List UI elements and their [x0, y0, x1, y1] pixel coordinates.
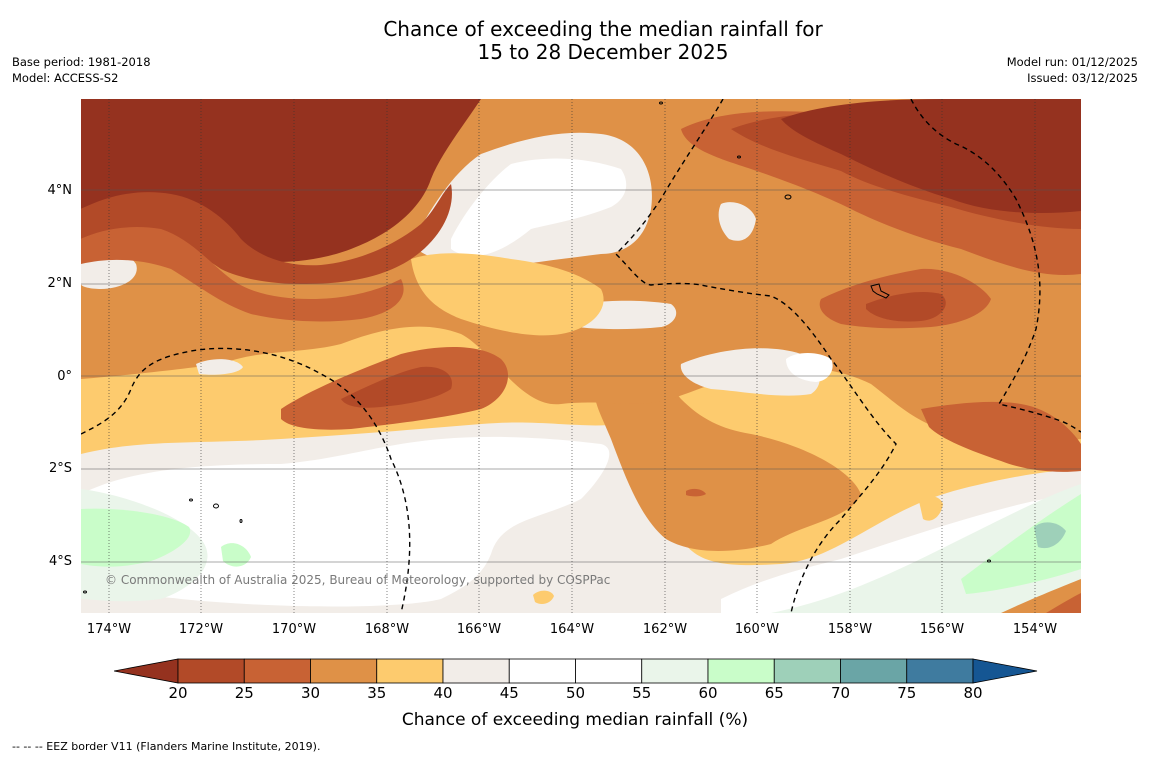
legend-swatch [243, 658, 311, 684]
island-marker [189, 498, 193, 502]
legend-swatch [906, 658, 974, 684]
legend-title: Chance of exceeding median rainfall (%) [401, 710, 749, 730]
region-dry-west-band [81, 227, 404, 322]
island-marker [213, 503, 219, 509]
legend-swatch [442, 658, 510, 684]
lat-label: 0° [57, 369, 72, 384]
legend-swatch [575, 658, 643, 684]
lon-label: 156°W [919, 622, 965, 637]
island-marker [659, 101, 663, 105]
island-marker [784, 194, 792, 200]
eez-border-kiribati-gilbert [81, 347, 411, 613]
info-left: Base period: 1981-2018 Model: ACCESS-S2 [12, 55, 151, 86]
region-white-equator-east [786, 353, 833, 382]
legend-tick-label: 55 [632, 684, 652, 702]
island-marker [239, 519, 243, 523]
lon-label: 154°W [1012, 622, 1058, 637]
region-green-east [961, 494, 1081, 594]
lon-label: 162°W [642, 622, 688, 637]
region-white-south [81, 436, 610, 607]
region-very-dry-southeast-corner [1046, 593, 1081, 613]
lat-label: 2°S [48, 461, 72, 476]
legend-swatch [376, 658, 444, 684]
islands [83, 101, 991, 594]
lon-label: 174°W [86, 622, 132, 637]
island-marker [987, 559, 991, 563]
legend-arrow-low [113, 658, 179, 684]
rainfall-map [81, 99, 1081, 613]
legend-tick-label: 75 [897, 684, 917, 702]
legend-swatch [840, 658, 908, 684]
lon-label: 164°W [549, 622, 595, 637]
lon-label: 160°W [734, 622, 780, 637]
legend-arrow-high [972, 658, 1038, 684]
legend-tick-label: 50 [565, 684, 586, 702]
region-green-west-small [221, 543, 251, 567]
legend-tick-label: 65 [764, 684, 784, 702]
legend-colorbar [113, 658, 1038, 690]
lat-label: 4°S [48, 554, 72, 569]
region-near-normal-west-equator [196, 359, 243, 375]
base-period-text: Base period: 1981-2018 [12, 55, 151, 69]
region-dry-east-equator [921, 401, 1081, 472]
lon-label: 168°W [364, 622, 410, 637]
lat-label: 4°N [47, 183, 73, 198]
legend-tick-label: 45 [499, 684, 519, 702]
eez-border-kiribati-line-east [910, 99, 1081, 433]
legend-colorbar-svg [113, 658, 1038, 684]
legend-tick-label: 60 [698, 684, 718, 702]
region-near-normal-equator-east [680, 348, 820, 396]
region-very-dry-north-west [81, 184, 452, 284]
region-very-dry-equator-central [341, 366, 452, 408]
eez-borders [81, 99, 1081, 613]
lon-label: 158°W [827, 622, 873, 637]
legend-tick-label: 20 [168, 684, 188, 702]
title-line-1: Chance of exceeding the median rainfall … [383, 17, 823, 41]
legend-swatch [508, 658, 576, 684]
legend-tick-label: 70 [830, 684, 851, 702]
info-right: Model run: 01/12/2025 Issued: 03/12/2025 [1007, 55, 1138, 86]
lon-label: 172°W [178, 622, 224, 637]
island-marker [83, 590, 87, 594]
eez-footnote: -- -- -- EEZ border V11 (Flanders Marine… [12, 740, 321, 753]
legend-swatch [707, 658, 775, 684]
island-kiritimati [870, 283, 890, 299]
graticule [81, 189, 1081, 563]
model-text: Model: ACCESS-S2 [12, 70, 119, 85]
model-run-text: Model run: 01/12/2025 [1006, 55, 1138, 69]
island-marker [737, 155, 741, 159]
title-line-2: 15 to 28 December 2025 [477, 40, 729, 64]
region-above-normal-tiny-south [533, 590, 554, 604]
legend-tick-label: 30 [300, 684, 321, 702]
legend-tick-label: 80 [963, 684, 983, 702]
region-near-normal-small-north [718, 202, 756, 241]
lon-label: 166°W [456, 622, 502, 637]
region-below-normal-central [594, 375, 861, 551]
legend-swatch [177, 658, 245, 684]
eez-border-kiribati-phoenix-line [615, 99, 897, 613]
region-above-normal-mid [411, 253, 604, 336]
legend-tick-label: 25 [234, 684, 254, 702]
issued-text: Issued: 03/12/2025 [1027, 70, 1138, 85]
region-white-north-central [451, 158, 627, 257]
region-very-dry-east-2n [866, 292, 946, 322]
legend-tick-label: 35 [367, 684, 387, 702]
rainfall-map-svg [81, 99, 1081, 613]
lon-label: 170°W [271, 622, 317, 637]
legend-swatch [310, 658, 378, 684]
region-dry-small-south [686, 488, 706, 497]
region-green-west [81, 508, 191, 567]
legend-swatch [773, 658, 841, 684]
legend-tick-label: 40 [433, 684, 453, 702]
region-teal-east [1034, 522, 1066, 549]
lat-label: 2°N [47, 276, 73, 291]
chart-title: Chance of exceeding the median rainfall … [0, 18, 1150, 64]
legend-swatch [641, 658, 709, 684]
region-above-normal-small-south [919, 496, 943, 521]
copyright-notice: © Commonwealth of Australia 2025, Bureau… [105, 573, 611, 587]
